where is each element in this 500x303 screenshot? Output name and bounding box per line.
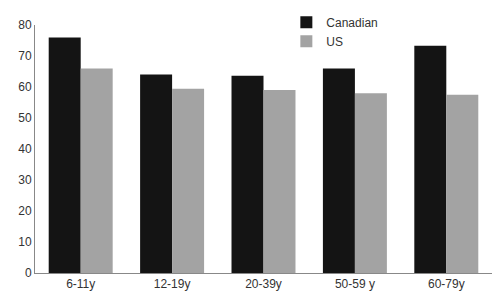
svg-text:60: 60	[18, 80, 32, 94]
svg-text:0: 0	[25, 266, 32, 280]
svg-text:40: 40	[18, 142, 32, 156]
svg-text:10: 10	[18, 235, 32, 249]
svg-text:20-39y: 20-39y	[245, 277, 282, 291]
svg-text:50: 50	[18, 111, 32, 125]
svg-text:80: 80	[18, 18, 32, 32]
svg-text:30: 30	[18, 173, 32, 187]
svg-text:6-11y: 6-11y	[66, 277, 95, 291]
svg-text:60-79y: 60-79y	[428, 277, 465, 291]
svg-text:Canadian: Canadian	[326, 16, 377, 30]
svg-text:US: US	[326, 35, 343, 49]
svg-text:50-59 y: 50-59 y	[335, 277, 375, 291]
svg-text:20: 20	[18, 204, 32, 218]
svg-text:12-19y: 12-19y	[154, 277, 191, 291]
svg-text:70: 70	[18, 49, 32, 63]
